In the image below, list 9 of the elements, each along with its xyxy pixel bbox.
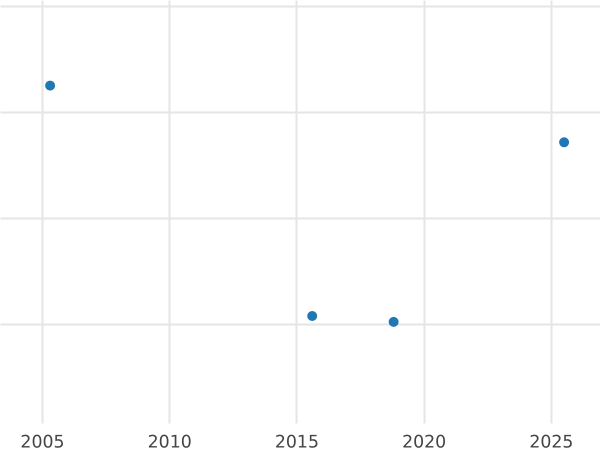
point	[45, 80, 56, 91]
x-tick-label: 2020	[402, 432, 446, 450]
point	[559, 137, 570, 148]
point	[388, 316, 399, 327]
point	[307, 310, 318, 321]
x-tick-label: 2025	[529, 432, 574, 450]
x-tick-label: 2015	[274, 432, 319, 450]
x-tick-label: 2010	[148, 432, 192, 450]
x-tick-label: 2005	[20, 432, 65, 450]
